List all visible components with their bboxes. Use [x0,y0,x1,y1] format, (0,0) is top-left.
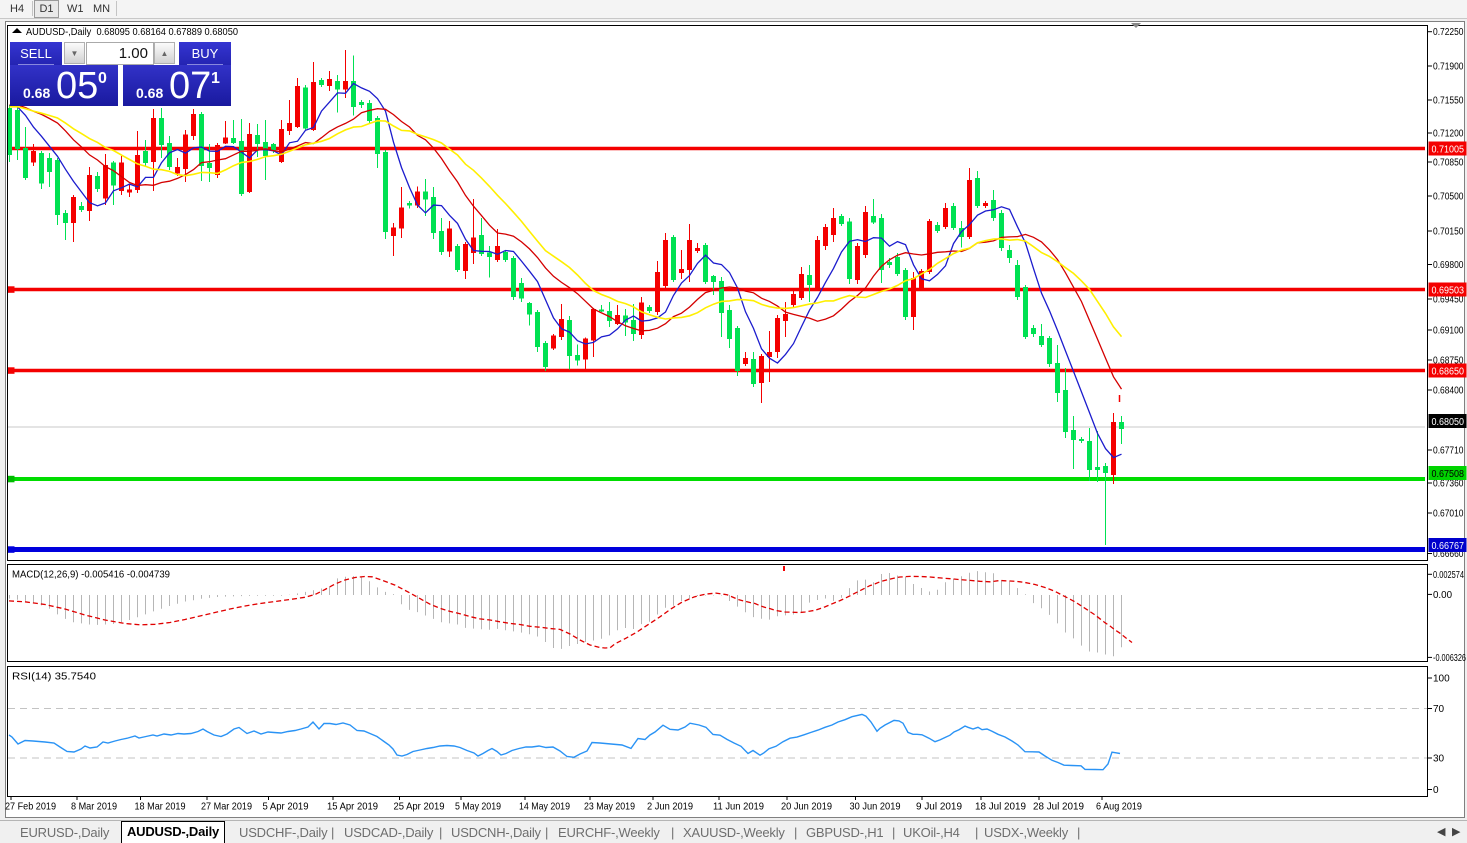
svg-text:5 May 2019: 5 May 2019 [455,802,501,813]
svg-text:23 May 2019: 23 May 2019 [584,802,635,813]
svg-text:0.71550: 0.71550 [1433,96,1464,107]
svg-text:0.71005: 0.71005 [1432,144,1465,155]
svg-text:0.69100: 0.69100 [1433,326,1464,337]
svg-text:9 Jul 2019: 9 Jul 2019 [916,802,962,813]
svg-text:RSI(14) 35.7540: RSI(14) 35.7540 [12,671,96,683]
svg-text:0.71200: 0.71200 [1433,129,1464,140]
svg-text:0.68400: 0.68400 [1433,386,1464,397]
svg-text:0.68050: 0.68050 [1432,417,1465,428]
svg-text:27 Mar 2019: 27 Mar 2019 [201,802,252,813]
svg-text:11 Jun 2019: 11 Jun 2019 [713,802,764,813]
svg-text:0.002574: 0.002574 [1433,570,1464,581]
svg-text:20 Jun 2019: 20 Jun 2019 [781,802,832,813]
svg-text:0.69450: 0.69450 [1433,295,1464,306]
svg-text:MACD(12,26,9) -0.005416 -0.004: MACD(12,26,9) -0.005416 -0.004739 [12,569,170,581]
svg-text:0.67710: 0.67710 [1433,446,1464,457]
svg-text:18 Jul 2019: 18 Jul 2019 [975,802,1026,813]
svg-text:0.69800: 0.69800 [1433,260,1464,271]
svg-text:0.70150: 0.70150 [1433,227,1464,238]
svg-text:0.67010: 0.67010 [1433,509,1464,520]
svg-text:70: 70 [1433,704,1445,715]
svg-text:0.70850: 0.70850 [1433,158,1464,169]
svg-text:0.68750: 0.68750 [1433,356,1464,367]
svg-text:14 May 2019: 14 May 2019 [519,802,570,813]
svg-text:0.66660: 0.66660 [1433,549,1464,560]
svg-text:8 Mar 2019: 8 Mar 2019 [71,802,117,813]
svg-text:15 Apr 2019: 15 Apr 2019 [327,802,378,813]
svg-text:0.67360: 0.67360 [1433,479,1464,490]
svg-text:5 Apr 2019: 5 Apr 2019 [263,802,309,813]
svg-text:0.72250: 0.72250 [1433,27,1464,38]
svg-text:28 Jul 2019: 28 Jul 2019 [1033,802,1084,813]
svg-text:30: 30 [1433,754,1445,765]
svg-text:0.67508: 0.67508 [1432,469,1465,480]
svg-text:100: 100 [1433,674,1450,685]
svg-text:0.68650: 0.68650 [1432,366,1465,377]
svg-text:AUDUSD-,Daily 0.68095 0.68164: AUDUSD-,Daily 0.68095 0.68164 0.67889 0.… [26,26,238,38]
svg-text:0: 0 [1433,785,1439,796]
svg-text:0.70500: 0.70500 [1433,192,1464,203]
svg-text:0.66767: 0.66767 [1432,541,1465,552]
svg-text:18 Mar 2019: 18 Mar 2019 [135,802,186,813]
svg-text:30 Jun 2019: 30 Jun 2019 [850,802,901,813]
svg-text:25 Apr 2019: 25 Apr 2019 [394,802,445,813]
svg-text:-0.006326: -0.006326 [1433,653,1466,664]
svg-text:0.69503: 0.69503 [1432,285,1465,296]
svg-text:6 Aug 2019: 6 Aug 2019 [1096,802,1142,813]
svg-text:27 Feb 2019: 27 Feb 2019 [5,802,56,813]
svg-text:0.00: 0.00 [1433,590,1452,601]
svg-text:2 Jun 2019: 2 Jun 2019 [647,802,693,813]
svg-text:0.71900: 0.71900 [1433,62,1464,73]
